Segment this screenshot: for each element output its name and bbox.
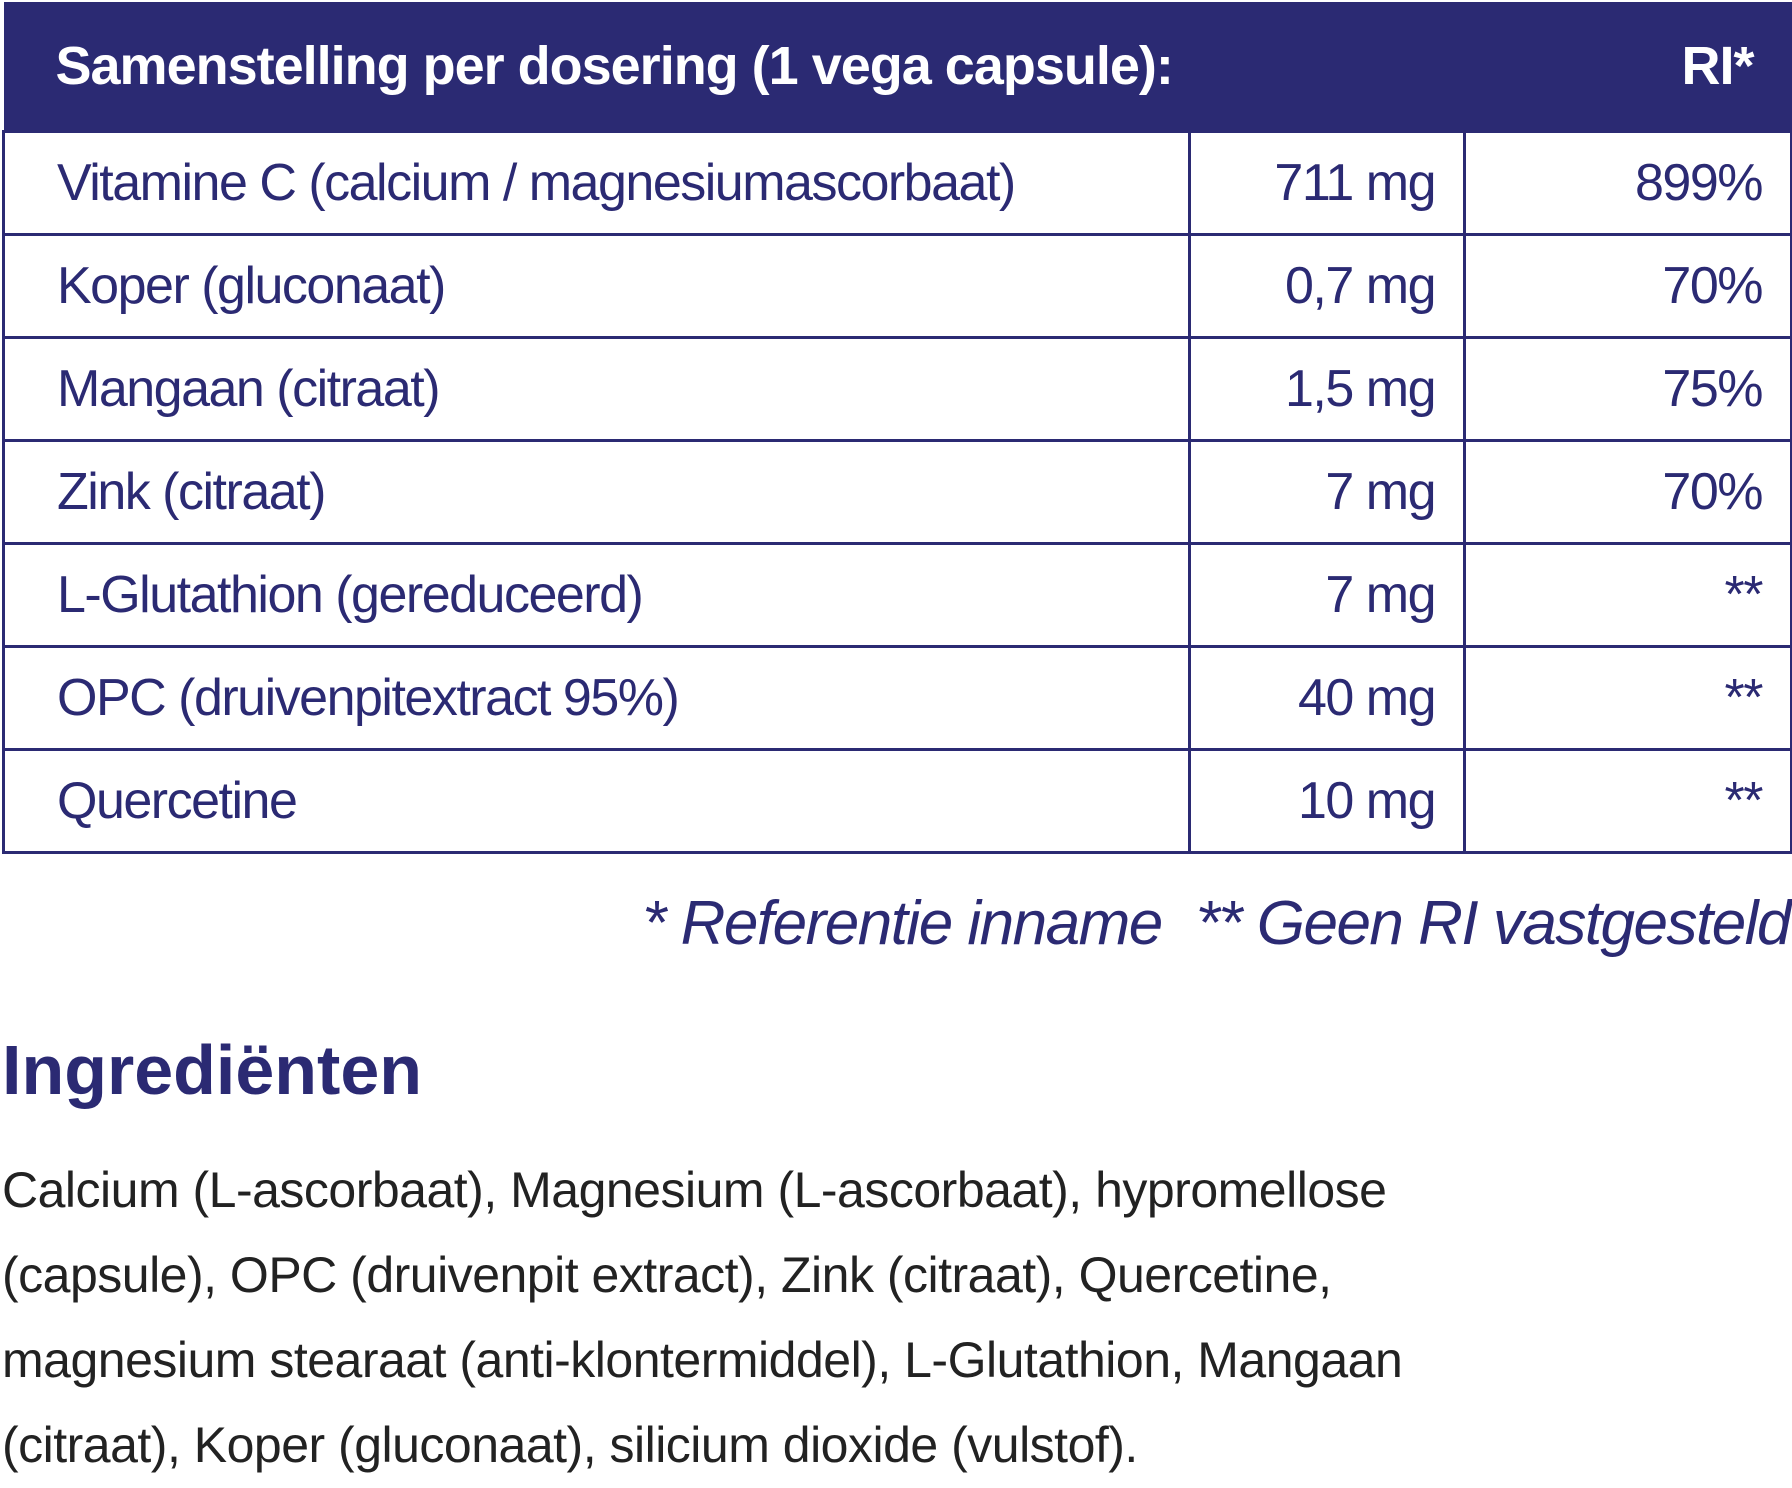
composition-table: Samenstelling per dosering (1 vega capsu… <box>2 2 1792 854</box>
table-cell: ** <box>1463 645 1792 751</box>
table-cell: 40 mg <box>1188 645 1466 751</box>
table-row: Vitamine C (calcium / magnesiumascorbaat… <box>2 130 1792 236</box>
footnote: * Referentie inname <box>642 889 1163 958</box>
ingredients-text: Calcium (L-ascorbaat), Magnesium (L-asco… <box>2 1148 1403 1488</box>
table-cell: 1,5 mg <box>1188 336 1466 442</box>
table-cell: 70% <box>1463 233 1792 339</box>
table-cell: 7 mg <box>1188 542 1466 648</box>
table-cell: Mangaan (citraat) <box>2 336 1191 442</box>
text-line: (citraat), Koper (gluconaat), silicium d… <box>2 1417 1138 1473</box>
table-cell: L-Glutathion (gereduceerd) <box>2 542 1191 648</box>
section-title: Ingrediënten <box>2 1031 423 1109</box>
table-row: Koper (gluconaat) 0,7 mg 70% <box>2 233 1792 339</box>
table-cell: Quercetine <box>2 748 1191 854</box>
table-cell: Vitamine C (calcium / magnesiumascorbaat… <box>2 130 1191 236</box>
table-cell: 10 mg <box>1188 748 1466 854</box>
header-cell: RI* <box>1464 2 1792 132</box>
table-cell: Zink (citraat) <box>2 439 1191 545</box>
text-line: magnesium stearaat (anti-klontermiddel),… <box>2 1332 1403 1388</box>
table-row: Zink (citraat) 7 mg 70% <box>2 439 1792 545</box>
header-row: Samenstelling per dosering (1 vega capsu… <box>3 2 1792 132</box>
table-row: Quercetine 10 mg ** <box>2 748 1792 854</box>
table-cell: 711 mg <box>1188 130 1466 236</box>
table-body: Vitamine C (calcium / magnesiumascorbaat… <box>2 130 1792 854</box>
table-cell: Koper (gluconaat) <box>2 233 1191 339</box>
table-cell: 899% <box>1463 130 1792 236</box>
table-cell: OPC (druivenpitextract 95%) <box>2 645 1191 751</box>
text-line: (capsule), OPC (druivenpit extract), Zin… <box>2 1247 1332 1303</box>
table-row: Mangaan (citraat) 1,5 mg 75% <box>2 336 1792 442</box>
table-cell: 7 mg <box>1188 439 1466 545</box>
table-row: L-Glutathion (gereduceerd) 7 mg ** <box>2 542 1792 648</box>
header-cell: Samenstelling per dosering (1 vega capsu… <box>3 2 1465 132</box>
table-cell: ** <box>1463 542 1792 648</box>
footnotes: * Referentie inname ** Geen RI vastgestel… <box>642 888 1792 959</box>
table-cell: ** <box>1463 748 1792 854</box>
table-cell: 75% <box>1463 336 1792 442</box>
footnote: ** Geen RI vastgesteld <box>1195 889 1792 958</box>
table-cell: 0,7 mg <box>1188 233 1466 339</box>
text-line: Calcium (L-ascorbaat), Magnesium (L-asco… <box>2 1162 1387 1218</box>
table-row: OPC (druivenpitextract 95%) 40 mg ** <box>2 645 1792 751</box>
table-cell: 70% <box>1463 439 1792 545</box>
